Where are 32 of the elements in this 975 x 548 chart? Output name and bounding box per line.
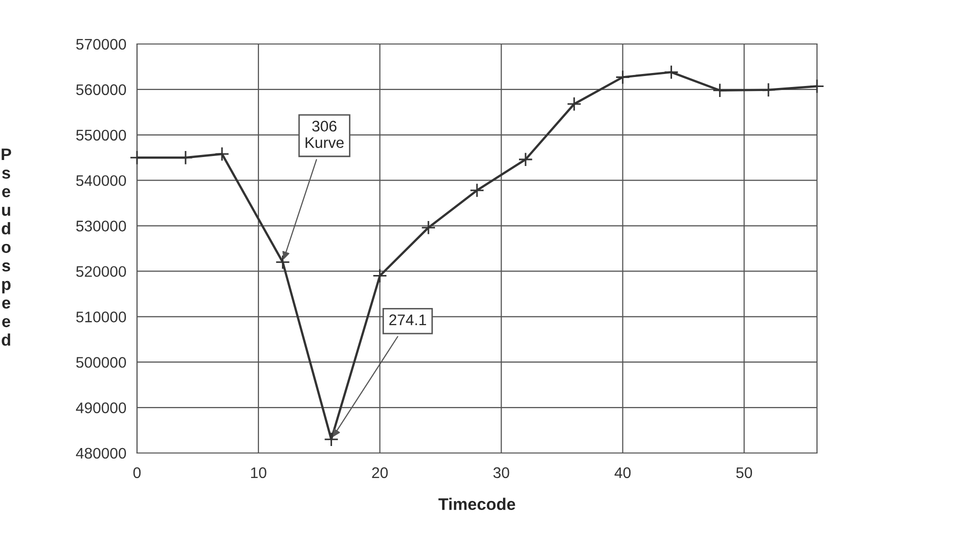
y-tick-label: 500000 (76, 356, 126, 368)
point (615, 70, 630, 85)
y-tick-label: 490000 (76, 402, 126, 414)
point (372, 268, 388, 284)
y-tick-label: 520000 (76, 266, 126, 277)
y-tick-label: 540000 (76, 175, 126, 186)
point (470, 182, 484, 198)
point (810, 78, 824, 94)
point (566, 96, 582, 112)
annotation: 274.1 (389, 314, 426, 326)
x-tick-label: 0 (133, 467, 141, 478)
y-tick-label: 570000 (76, 38, 126, 50)
point (421, 220, 436, 235)
annotation: 306 Kurve (306, 120, 344, 148)
x-tick-label: 40 (614, 467, 631, 478)
point (664, 64, 679, 80)
point (214, 146, 230, 162)
point (324, 432, 339, 447)
point (275, 254, 290, 270)
y-tick-label: 530000 (76, 220, 126, 232)
point (518, 152, 533, 167)
y-tick-label: 510000 (76, 312, 126, 322)
x-tick-label: 10 (251, 467, 266, 478)
x-tick-label: 50 (736, 467, 752, 478)
y-tick-label: 550000 (76, 130, 126, 141)
x-tick-label: 30 (493, 467, 510, 478)
x-tick-label: 20 (372, 467, 388, 478)
y-tick-label: 480000 (76, 448, 126, 459)
point (712, 83, 728, 98)
x-axis-title: Timecode (438, 498, 516, 510)
text: Pseudospeed (2, 148, 12, 346)
y-tick-label: 560000 (76, 84, 126, 96)
